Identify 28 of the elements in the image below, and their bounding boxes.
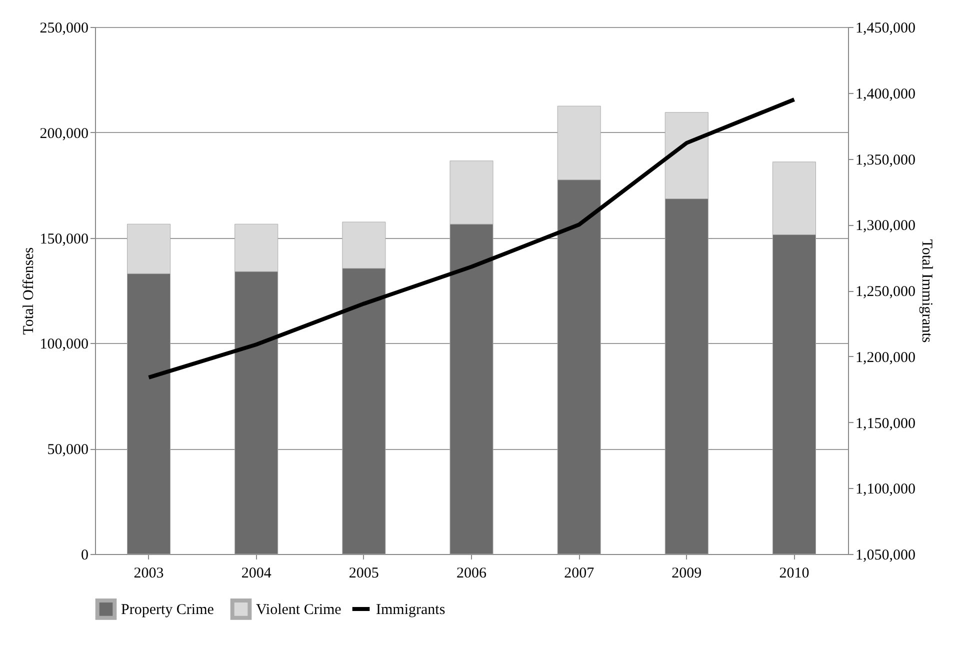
x-tick-label: 2007	[564, 566, 595, 582]
x-tick-label: 2003	[134, 566, 164, 582]
y2-tick-label: 1,100,000	[856, 482, 916, 498]
x-tick-label: 2009	[672, 566, 702, 582]
y-tick-label: 150,000	[40, 231, 88, 248]
x-tick-label: 2006	[456, 566, 487, 582]
line-series	[146, 97, 796, 380]
legend-label: Property Crime	[121, 602, 214, 618]
y2-tick-label: 1,300,000	[856, 218, 916, 234]
y2-tick-label: 1,450,000	[856, 20, 916, 36]
y-tick-label: 50,000	[47, 442, 88, 458]
legend-label: Violent Crime	[256, 602, 342, 618]
y-axis-title: Total Offenses	[20, 247, 37, 335]
y2-axis-title: Total Immigrants	[918, 239, 934, 343]
legend-label: Immigrants	[376, 602, 446, 618]
y2-tick-label: 1,150,000	[856, 416, 916, 432]
y-tick-label: 250,000	[40, 20, 88, 36]
x-tick-label: 2005	[348, 566, 379, 582]
y-tick-label: 100,000	[40, 336, 88, 353]
y2-tick-label: 1,200,000	[856, 350, 916, 366]
x-tick-label: 2004	[241, 566, 272, 582]
y2-tick-label: 1,050,000	[856, 548, 916, 564]
y-tick-label: 200,000	[40, 126, 88, 142]
x-tick-label: 2010	[779, 566, 810, 582]
y2-tick-label: 1,350,000	[856, 152, 916, 168]
y2-tick-label: 1,250,000	[856, 284, 916, 300]
y2-tick-label: 1,400,000	[856, 86, 916, 102]
y-tick-label: 0	[81, 548, 88, 564]
